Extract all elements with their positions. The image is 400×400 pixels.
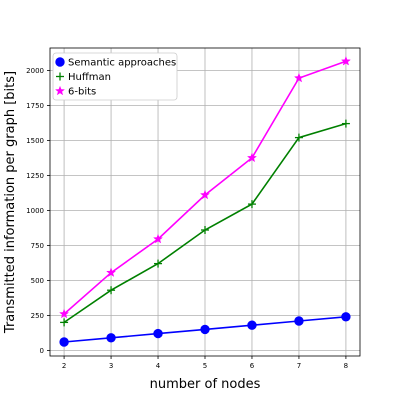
legend-label-6-bits: 6-bits	[68, 87, 96, 98]
legend-item-semantic-approaches: Semantic approaches	[55, 57, 176, 69]
data-point-huffman	[341, 119, 350, 128]
legend-marker-6-bits	[54, 85, 66, 96]
x-tick-label: 5	[203, 362, 207, 370]
x-axis-label: number of nodes	[150, 377, 261, 392]
data-point-semantic-approaches	[341, 312, 351, 322]
data-point-semantic-approaches	[200, 324, 210, 335]
data-point-6-bits	[105, 267, 117, 278]
y-tick-label: 250	[31, 312, 44, 320]
y-tick-label: 2000	[26, 67, 44, 75]
y-tick-label: 1000	[26, 207, 44, 215]
y-axis-label: Transmitted information per graph [bits]	[3, 71, 18, 334]
x-tick-label: 6	[250, 362, 255, 370]
data-point-huffman	[154, 259, 163, 268]
legend-box	[52, 52, 178, 101]
legend-marker-huffman	[56, 72, 64, 81]
data-point-huffman	[60, 318, 69, 327]
data-point-semantic-approaches	[247, 320, 257, 330]
y-tick-label: 1500	[26, 137, 44, 145]
data-point-6-bits	[340, 55, 351, 66]
series-layer	[59, 55, 351, 347]
data-point-huffman	[201, 226, 209, 234]
data-point-6-bits	[246, 152, 258, 163]
x-tick-label: 4	[156, 362, 161, 370]
data-point-huffman	[107, 286, 116, 295]
data-point-6-bits	[293, 72, 305, 83]
data-point-semantic-approaches	[106, 333, 116, 343]
data-point-huffman	[247, 200, 256, 209]
y-tick-label: 1250	[26, 172, 44, 180]
y-tick-label: 1750	[26, 102, 44, 110]
x-tick-label: 8	[344, 362, 348, 370]
x-ticks: 2 3 4 5 6 7 8	[62, 356, 348, 370]
y-tick-label: 750	[31, 242, 44, 250]
x-tick-label: 7	[297, 362, 301, 370]
x-tick-label: 2	[62, 362, 66, 370]
data-point-6-bits	[59, 308, 70, 319]
legend-label-semantic-approaches: Semantic approaches	[68, 58, 176, 69]
legend-item-huffman: Huffman	[56, 72, 111, 83]
series-semantic-approaches	[59, 312, 351, 347]
series-6-bits	[59, 55, 351, 319]
y-tick-label: 500	[31, 277, 44, 285]
data-point-semantic-approaches	[153, 328, 163, 339]
data-point-6-bits	[199, 189, 211, 200]
y-tick-label: 0	[40, 347, 44, 355]
y-ticks: 0 250 500 750 1000 1250 1500 1750 2000	[26, 67, 50, 355]
data-point-6-bits	[152, 233, 164, 244]
data-point-semantic-approaches	[294, 316, 304, 326]
data-point-huffman	[294, 133, 303, 142]
legend-marker-semantic-approaches	[55, 57, 65, 67]
legend-item-6-bits: 6-bits	[54, 85, 96, 98]
legend-label-huffman: Huffman	[68, 72, 111, 83]
series-huffman	[60, 119, 350, 327]
legend: Semantic approaches Huffman 6-bits	[52, 52, 178, 101]
x-tick-label: 3	[109, 362, 113, 370]
data-point-semantic-approaches	[59, 337, 69, 347]
